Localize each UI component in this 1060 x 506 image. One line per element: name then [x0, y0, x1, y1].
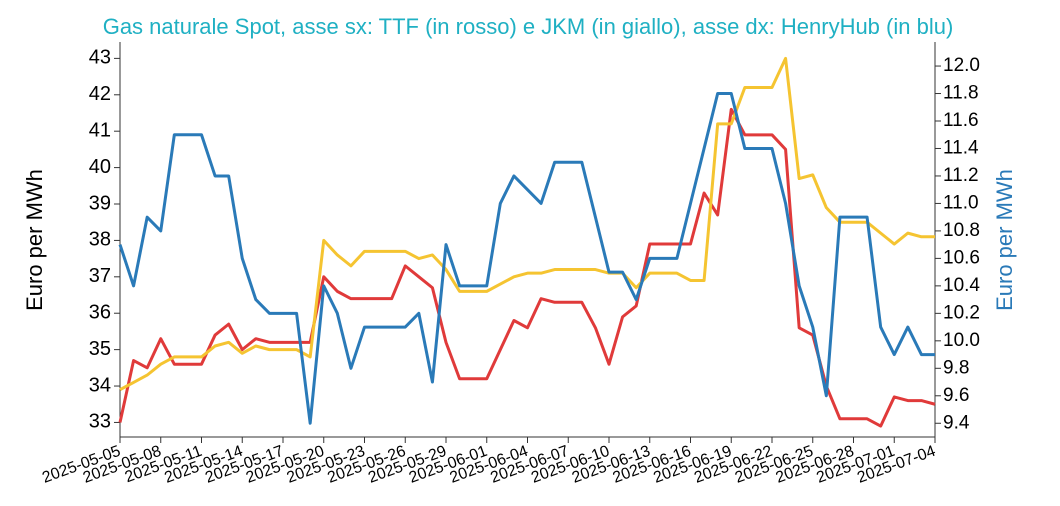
y2-tick-label: 10.6 [943, 247, 980, 268]
y2-tick-label: 10.0 [943, 330, 980, 351]
y-tick-label: 33 [89, 411, 111, 433]
y2-tick-label: 9.4 [943, 412, 970, 433]
y-tick-label: 37 [89, 265, 111, 287]
y-tick-label: 42 [89, 83, 111, 105]
data-line [119, 56, 935, 391]
y-tick-label: 36 [89, 302, 111, 324]
y2-tick-label: 11.6 [943, 110, 979, 131]
y-tick-label: 38 [89, 229, 111, 251]
y2-tick-label: 10.4 [943, 275, 980, 296]
data-line [118, 107, 936, 428]
y2-tick-label: 9.6 [943, 385, 969, 406]
y-tick-label: 39 [89, 192, 111, 214]
y2-axis-label: Euro per MWh [992, 169, 1017, 311]
y-tick-label: 40 [89, 156, 111, 178]
y2-tick-label: 11.8 [943, 83, 979, 104]
y2-tick-label: 11.0 [943, 192, 979, 213]
y-tick-label: 41 [89, 119, 111, 141]
y2-tick-label: 9.8 [943, 357, 969, 378]
y-axis-label: Euro per MWh [22, 169, 47, 311]
chart-title: Gas naturale Spot, asse sx: TTF (in ross… [103, 14, 954, 39]
y-tick-label: 35 [89, 338, 111, 360]
y-tick-label: 34 [89, 374, 111, 396]
y2-tick-label: 10.8 [943, 220, 980, 241]
y2-tick-label: 11.2 [943, 165, 979, 186]
y-tick-label: 43 [89, 47, 111, 69]
y2-tick-label: 10.2 [943, 302, 980, 323]
y2-tick-label: 11.4 [943, 137, 979, 158]
data-line [118, 92, 935, 425]
y2-tick-label: 12.0 [943, 55, 980, 76]
